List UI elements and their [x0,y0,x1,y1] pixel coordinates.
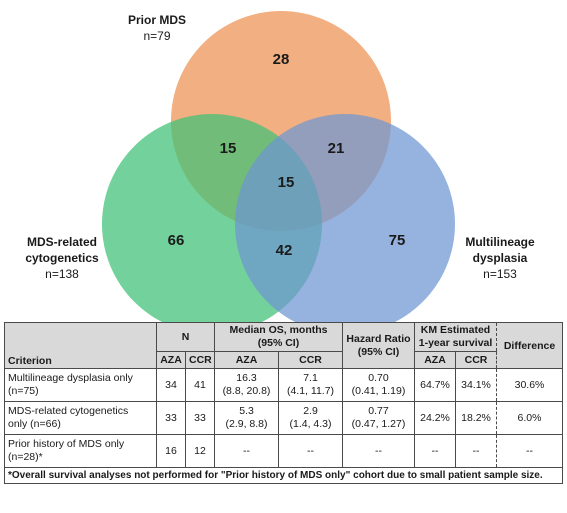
results-table: Criterion N Median OS, months (95% CI) H… [3,322,564,484]
cell-n-aza: 16 [156,434,186,468]
cell-km-ccr: -- [455,434,498,468]
cell-difference: -- [496,434,564,468]
criterion-line1: Multilineage dysplasia only [8,372,133,384]
os-ccr-value: 2.9 [303,405,318,417]
header-row-sub: AZA CCR AZA CCR AZA CCR [5,351,563,369]
subheader-n-ccr: CCR [185,351,215,369]
region-count-cytogenetics-only: 66 [168,232,185,249]
header-median-os-line2: (95% CI) [257,337,300,349]
os-ccr-ci: (1.4, 4.3) [289,418,332,430]
header-hr-line1: Hazard Ratio [346,332,411,345]
set-label-multilineage-line1: Multilineage [465,235,535,249]
header-km: KM Estimated 1-year survival [414,322,498,352]
os-aza-value: 5.3 [239,405,254,417]
header-km-line1: KM Estimated [420,324,491,336]
row-criterion: MDS-related cytogenetics only (n=66) [4,401,157,435]
header-row-top: Criterion N Median OS, months (95% CI) H… [4,322,564,369]
header-hr-line2: (95% CI) [357,345,400,358]
criterion-line1: MDS-related cytogenetics [8,405,129,417]
table-footnote: *Overall survival analyses not performed… [3,467,564,484]
table-row: Prior history of MDS only (n=28)* 16 12 … [4,434,564,468]
cell-os-ccr: 2.9 (1.4, 4.3) [277,401,344,435]
cell-km-ccr: 18.2% [455,401,498,435]
cell-n-ccr: 12 [185,434,215,468]
results-table-container: Criterion N Median OS, months (95% CI) H… [3,322,564,484]
cell-n-ccr: 41 [185,368,215,402]
header-km-line2: 1-year survival [418,337,493,349]
os-ccr-value: 7.1 [303,372,318,384]
region-count-mds-multilineage: 21 [328,140,345,157]
cell-n-aza: 34 [156,368,186,402]
os-aza-value: 16.3 [236,372,257,384]
header-difference: Difference [496,322,564,369]
region-count-multilineage-only: 75 [389,232,406,249]
table-row: MDS-related cytogenetics only (n=66) 33 … [4,401,564,435]
cell-hr: -- [342,434,416,468]
set-count-mds-cytogenetics: n=138 [45,267,79,281]
set-count-multilineage: n=153 [483,267,517,281]
row-criterion: Prior history of MDS only (n=28)* [4,434,157,468]
cell-os-aza: 16.3 (8.8, 20.8) [214,368,279,402]
header-criterion: Criterion [4,322,157,369]
cell-n-ccr: 33 [185,401,215,435]
subheader-km-ccr: CCR [455,351,498,369]
os-aza-ci: (8.8, 20.8) [222,385,271,397]
header-median-os-line1: Median OS, months [229,324,328,336]
cell-km-aza: 24.2% [414,401,457,435]
cell-km-ccr: 34.1% [455,368,498,402]
cell-km-aza: -- [414,434,457,468]
cell-km-aza: 64.7% [414,368,457,402]
venn-diagram: Prior MDS n=79 MDS-related cytogenetics … [25,11,535,322]
subheader-n-aza: AZA [156,351,186,369]
subheader-os-aza: AZA [214,351,279,369]
header-n: N [156,322,215,352]
cell-n-aza: 33 [156,401,186,435]
cell-os-aza: 5.3 (2.9, 8.8) [214,401,279,435]
cell-hr: 0.77 (0.47, 1.27) [342,401,416,435]
subheader-os-ccr: CCR [277,351,344,369]
criterion-line2: (n=75) [8,385,39,397]
os-aza-ci: (2.9, 8.8) [225,418,268,430]
cell-difference: 6.0% [496,401,564,435]
cell-os-aza: -- [214,434,279,468]
cell-os-ccr: -- [277,434,344,468]
set-label-mds-cytogenetics-line1: MDS-related [27,235,97,249]
region-count-cytogenetics-multilineage: 42 [276,242,293,259]
subheader-km-aza: AZA [414,351,457,369]
hr-value: 0.77 [368,405,389,417]
cell-difference: 30.6% [496,368,564,402]
hr-ci: (0.47, 1.27) [351,418,406,430]
criterion-line2: (n=28)* [8,451,43,463]
hr-value: 0.70 [368,372,389,384]
criterion-line2: only (n=66) [8,418,61,430]
os-ccr-ci: (4.1, 11.7) [286,385,335,397]
set-label-multilineage-line2: dysplasia [473,251,528,265]
table-row: Multilineage dysplasia only (n=75) 34 41… [4,368,564,402]
footnote-row: *Overall survival analyses not performed… [3,467,564,484]
header-median-os: Median OS, months (95% CI) [213,322,344,352]
region-count-all-three: 15 [278,174,295,191]
set-label-mds-cytogenetics-line2: cytogenetics [25,251,99,265]
header-hazard-ratio: Hazard Ratio (95% CI) [342,322,416,369]
cell-os-ccr: 7.1 (4.1, 11.7) [277,368,344,402]
set-count-prior-mds: n=79 [143,29,170,43]
cell-hr: 0.70 (0.41, 1.19) [342,368,416,402]
set-label-prior-mds: Prior MDS [128,13,186,27]
row-criterion: Multilineage dysplasia only (n=75) [4,368,157,402]
region-count-mds-cytogenetics: 15 [220,140,237,157]
criterion-line1: Prior history of MDS only [8,438,125,450]
region-count-mds-only: 28 [273,51,290,68]
hr-ci: (0.41, 1.19) [351,385,406,397]
set-circle-multilineage-dysplasia [235,114,455,322]
